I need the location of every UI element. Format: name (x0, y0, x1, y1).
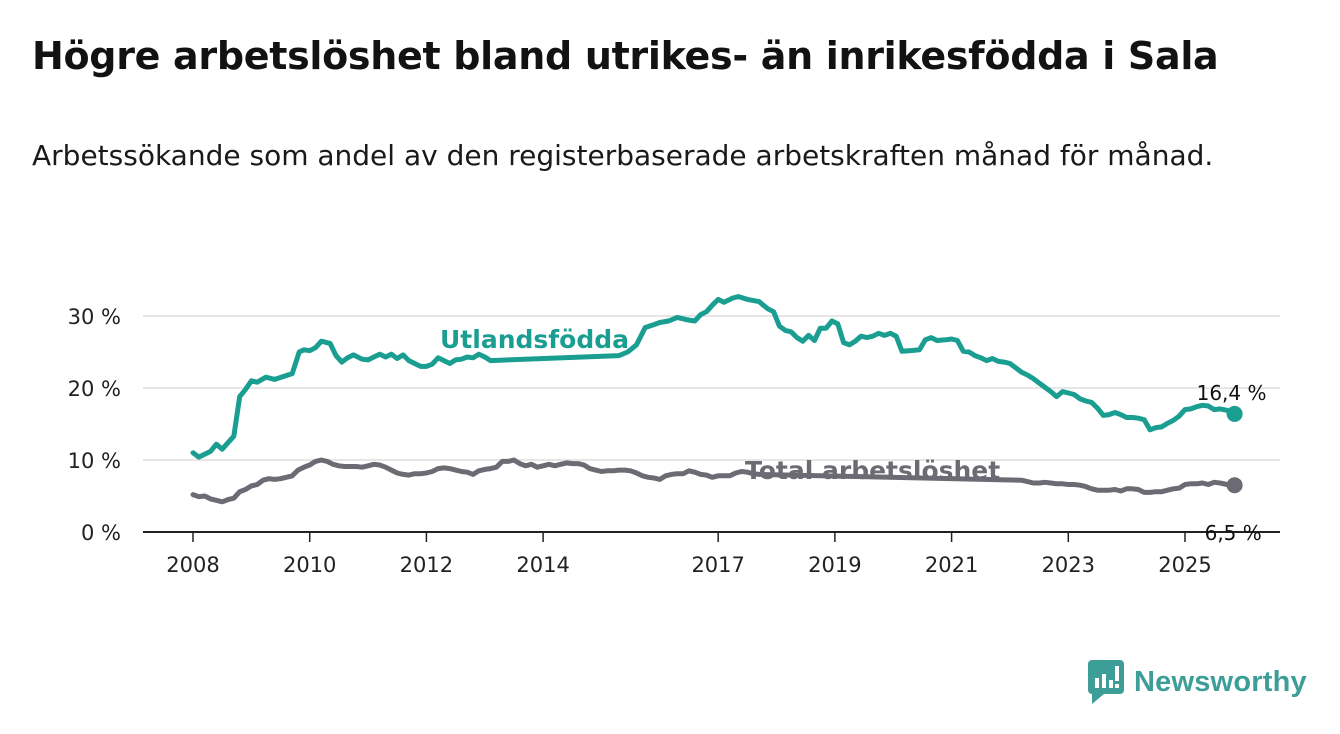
series-labels: Utlandsfödda 16,4 % Total arbetslöshet 6,5 … (440, 325, 1267, 545)
series-end-value-label: 16,4 % (1197, 381, 1267, 405)
gridlines (143, 315, 1280, 461)
series-end-point (1226, 405, 1243, 422)
series-lines (190, 294, 1243, 505)
x-tick-label: 2025 (1158, 553, 1211, 577)
y-tick-label: 0 % (81, 521, 121, 545)
x-tick-label: 2019 (808, 553, 861, 577)
chart-subtitle: Arbetssökande som andel av den registerb… (32, 139, 1214, 172)
y-tick-label: 20 % (68, 377, 121, 401)
x-tick-label: 2017 (691, 553, 744, 577)
series-line (190, 457, 1238, 505)
series-end-point (1226, 477, 1243, 494)
x-axis: 2008 2010 2012 2014 2017 2019 2021 2023 2025 (143, 531, 1280, 577)
y-axis-ticks: 0 % 10 % 20 % 30 % (68, 305, 121, 545)
newsworthy-logo: Newsworthy (1088, 660, 1307, 704)
y-tick-label: 10 % (68, 449, 121, 473)
series-name-label: Total arbetslöshet (745, 456, 1000, 485)
x-tick-label: 2012 (400, 553, 453, 577)
series-line (190, 294, 1238, 460)
series-end-value-label: 6,5 % (1205, 521, 1262, 545)
newsworthy-logo-icon (1088, 660, 1124, 704)
y-tick-label: 30 % (68, 305, 121, 329)
x-tick-label: 2008 (166, 553, 219, 577)
newsworthy-logo-text: Newsworthy (1134, 665, 1307, 698)
x-tick-label: 2023 (1042, 553, 1095, 577)
series-name-label: Utlandsfödda (440, 325, 629, 354)
x-tick-label: 2010 (283, 553, 336, 577)
chart-title: Högre arbetslöshet bland utrikes- än inr… (32, 34, 1219, 78)
x-tick-label: 2014 (516, 553, 569, 577)
x-tick-label: 2021 (925, 553, 978, 577)
